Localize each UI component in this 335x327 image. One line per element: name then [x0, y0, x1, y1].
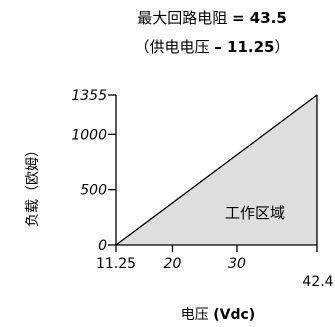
x-tick-label: 30: [228, 256, 246, 272]
operating-region-label: 工作区域: [225, 204, 285, 222]
y-tick-label: 1000: [71, 127, 107, 143]
y-tick-label: 1355: [71, 88, 107, 104]
x-tick-label: 11.25: [96, 256, 136, 272]
load-line: [115, 94, 318, 246]
chart-title-line-2: （供电电压 – 11.25）: [135, 38, 290, 56]
x-tick-label: 20: [164, 256, 182, 272]
x-axis-title: 电压 (Vdc): [181, 307, 255, 323]
x-tick-label: 42.4: [302, 274, 333, 290]
y-axis-title: 负载（欧姆）: [25, 143, 41, 227]
tick-group: 0 500 1000 1355 11.25 20 30 42.4: [71, 88, 333, 290]
chart-title-line-1: 最大回路电阻 = 43.5: [137, 9, 287, 27]
y-tick-label: 500: [80, 183, 107, 199]
y-tick-label: 0: [98, 238, 107, 254]
